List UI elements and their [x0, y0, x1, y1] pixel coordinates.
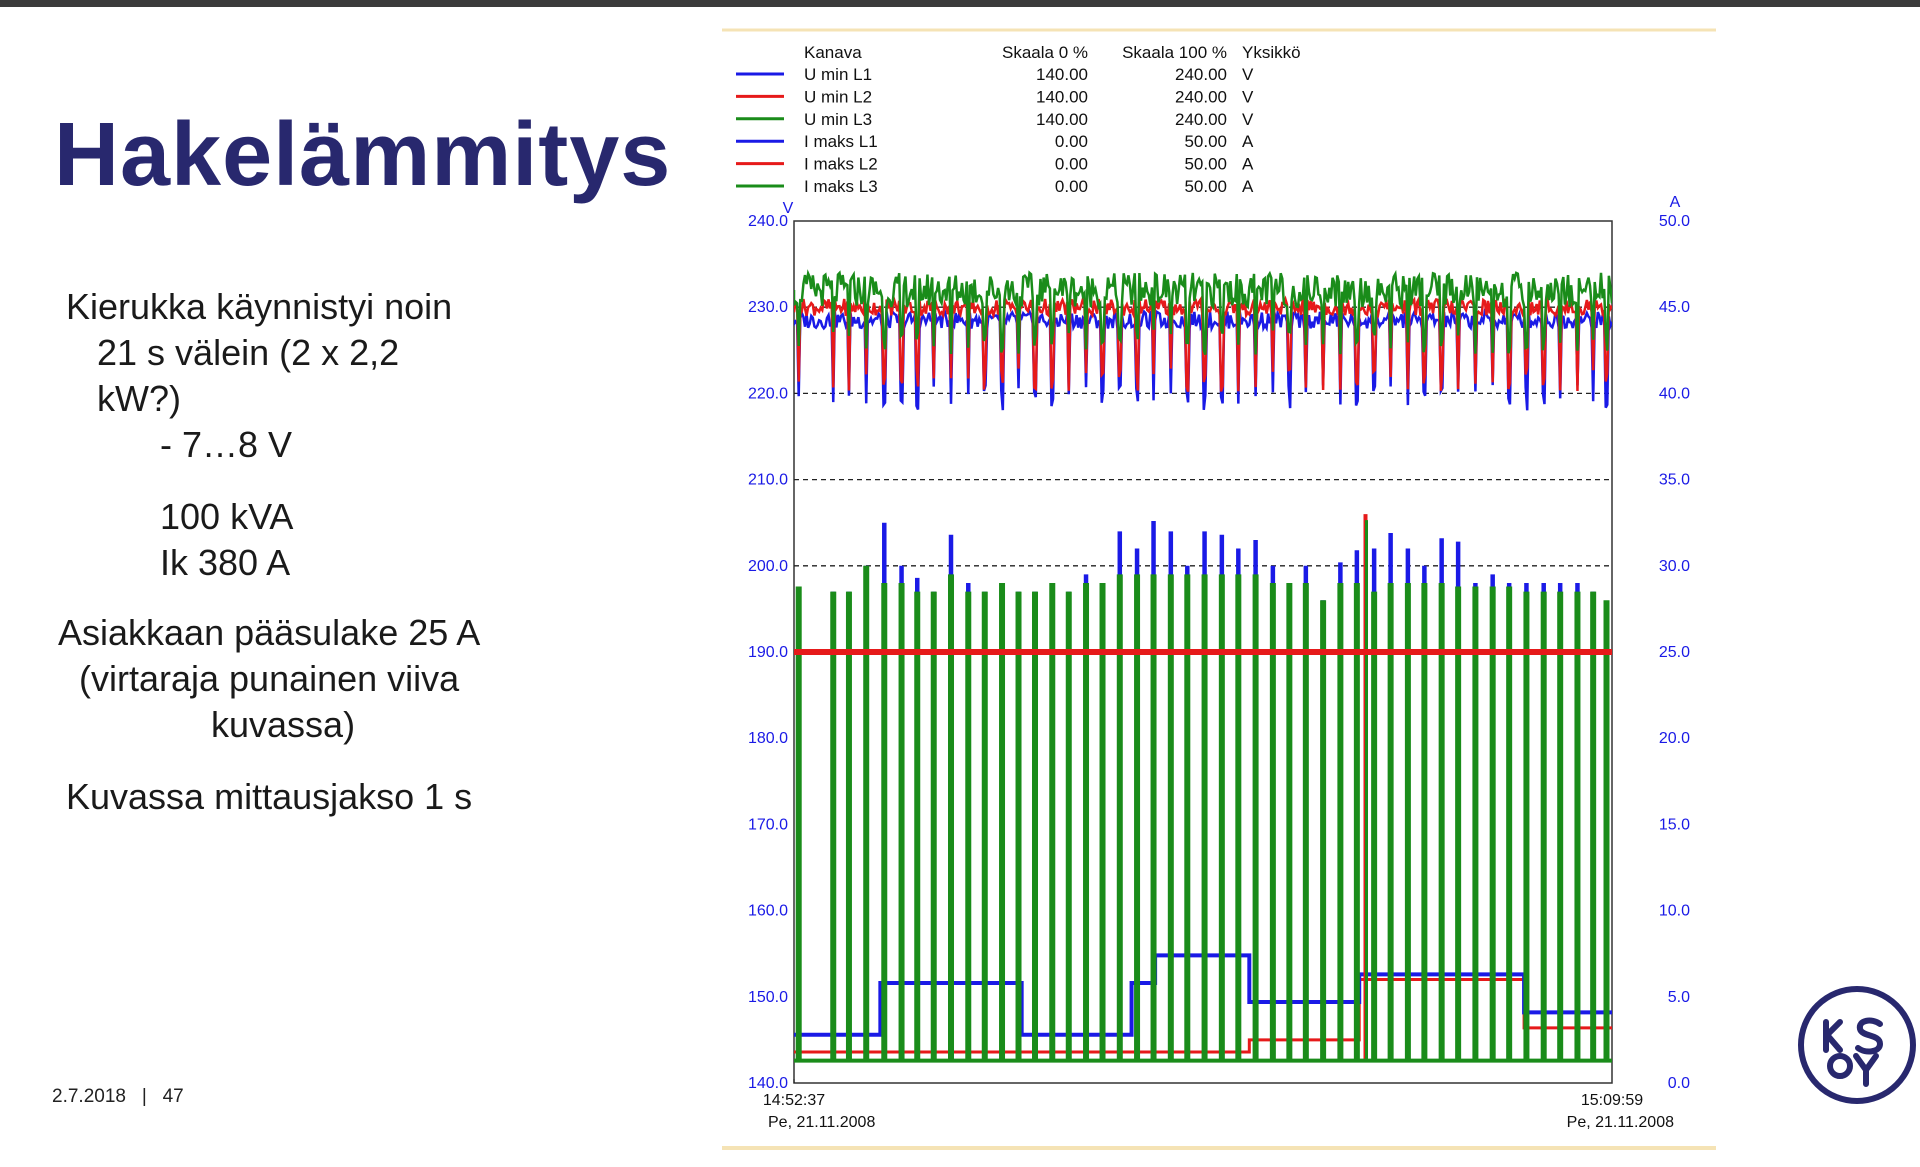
plot-series-group: [794, 269, 1612, 1063]
y-right-tick: 0.0: [1668, 1075, 1690, 1092]
legend-header: Skaala 100 %: [1122, 43, 1227, 62]
chart-svg: Kanava Skaala 0 % Skaala 100 % Yksikkö U min…: [722, 28, 1716, 1150]
y-left-tick: 200.0: [748, 558, 788, 575]
legend-name: U min L1: [804, 65, 872, 84]
y-right-tick: 20.0: [1659, 730, 1690, 747]
bullet-line: 100 kVA: [160, 496, 294, 537]
y-left-unit: V: [783, 200, 794, 217]
logo-icon: [1798, 986, 1916, 1104]
bullet-line: kW?): [97, 378, 181, 419]
legend-name: U min L3: [804, 110, 872, 129]
bullet-line: kuvassa): [211, 704, 356, 745]
legend-header: Kanava: [804, 43, 862, 62]
y-left-tick: 180.0: [748, 730, 788, 747]
legend-scale-0: 140.00: [1036, 110, 1088, 129]
legend-scale-0: 0.00: [1055, 132, 1088, 151]
footer-separator: |: [141, 1086, 147, 1107]
legend-scale-100: 240.00: [1175, 87, 1227, 106]
legend-header: Skaala 0 %: [1002, 43, 1088, 62]
bullet-line: - 7…8 V: [160, 424, 293, 465]
y-right-tick: 45.0: [1659, 299, 1690, 316]
y-right-unit: A: [1670, 194, 1681, 211]
y-left-tick: 220.0: [748, 385, 788, 402]
legend-unit: V: [1242, 65, 1254, 84]
y-right-tick: 35.0: [1659, 472, 1690, 489]
measurement-chart: Kanava Skaala 0 % Skaala 100 % Yksikkö U min…: [722, 28, 1716, 1150]
legend-name: U min L2: [804, 87, 872, 106]
y-right-tick: 5.0: [1668, 989, 1690, 1006]
slide-footer: 2.7.2018 | 47: [52, 1086, 184, 1108]
legend-scale-100: 50.00: [1184, 132, 1227, 151]
bullet-line: Ik 380 A: [160, 542, 291, 583]
slide-title: Hakelämmitys: [54, 105, 672, 205]
y-left-tick: 210.0: [748, 472, 788, 489]
legend-unit: A: [1242, 177, 1254, 196]
legend-scale-0: 0.00: [1055, 155, 1088, 174]
legend-scale-0: 140.00: [1036, 65, 1088, 84]
y-right-tick: 40.0: [1659, 385, 1690, 402]
legend-unit: A: [1242, 155, 1254, 174]
y-left-tick: 140.0: [748, 1075, 788, 1092]
y-right-tick: 50.0: [1659, 213, 1690, 230]
legend-name: I maks L3: [804, 177, 878, 196]
footer-date: 2.7.2018: [52, 1086, 126, 1107]
legend-name: I maks L2: [804, 155, 878, 174]
company-logo: [1796, 984, 1918, 1106]
y-left-tick: 230.0: [748, 299, 788, 316]
legend-name: I maks L1: [804, 132, 878, 151]
bullet-line: Asiakkaan pääsulake 25 A: [58, 612, 481, 653]
y-left-tick: 240.0: [748, 213, 788, 230]
voltage-trace-l3: [794, 269, 1612, 356]
bullet-line: Kierukka käynnistyi noin: [66, 286, 453, 327]
y-right-tick: 10.0: [1659, 903, 1690, 920]
legend-scale-0: 0.00: [1055, 177, 1088, 196]
x-start-time: 14:52:37: [763, 1092, 825, 1109]
legend-scale-100: 50.00: [1184, 155, 1227, 174]
y-right-tick: 25.0: [1659, 644, 1690, 661]
y-right-tick: 15.0: [1659, 816, 1690, 833]
bullet-line: Kuvassa mittausjakso 1 s: [66, 776, 473, 817]
top-bar: [0, 0, 1920, 7]
legend-unit: V: [1242, 87, 1254, 106]
legend-scale-100: 50.00: [1184, 177, 1227, 196]
x-start-date: Pe, 21.11.2008: [768, 1114, 875, 1131]
bullet-line: (virtaraja punainen viiva: [79, 658, 460, 699]
y-left-tick: 160.0: [748, 903, 788, 920]
y-left-tick: 170.0: [748, 816, 788, 833]
x-end-date: Pe, 21.11.2008: [1567, 1114, 1674, 1131]
legend-scale-100: 240.00: [1175, 65, 1227, 84]
bullet-list: Kierukka käynnistyi noin 21 s välein (2 …: [0, 0, 700, 900]
legend-unit: V: [1242, 110, 1254, 129]
legend-scale-100: 240.00: [1175, 110, 1227, 129]
footer-page-number: 47: [162, 1086, 184, 1107]
legend-unit: A: [1242, 132, 1254, 151]
bullet-line: 21 s välein (2 x 2,2: [97, 332, 400, 373]
legend-header: Yksikkö: [1242, 43, 1301, 62]
y-left-tick: 190.0: [748, 644, 788, 661]
legend-scale-0: 140.00: [1036, 87, 1088, 106]
x-end-time: 15:09:59: [1581, 1092, 1643, 1109]
y-left-tick: 150.0: [748, 989, 788, 1006]
y-right-tick: 30.0: [1659, 558, 1690, 575]
